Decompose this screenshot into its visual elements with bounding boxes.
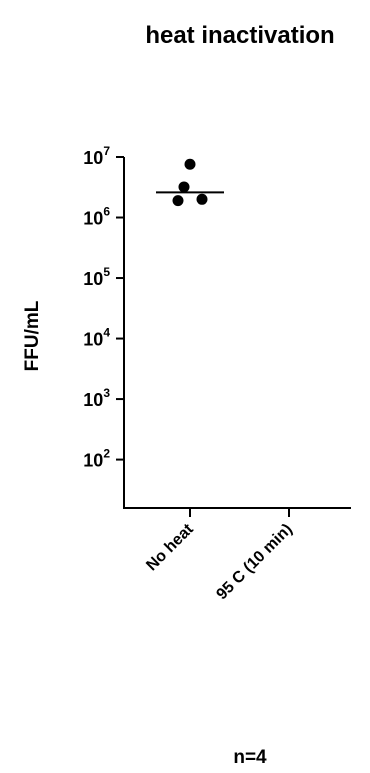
y-tick-label: 103: [83, 386, 110, 410]
y-tick-exponent: 6: [103, 205, 110, 219]
y-tick-exponent: 2: [103, 447, 110, 461]
data-point: [184, 158, 196, 170]
y-axis-label: FFU/mL: [22, 300, 43, 371]
y-tick-exponent: 5: [103, 265, 110, 279]
y-tick-base: 10: [83, 330, 103, 350]
y-tick-label: 104: [83, 326, 110, 350]
y-tick-label: 102: [83, 447, 110, 471]
y-tick-label: 107: [83, 144, 110, 168]
x-tick-label: No heat: [143, 520, 197, 574]
y-tick-exponent: 7: [103, 144, 110, 158]
x-tick-label: 95 C (10 min): [213, 521, 295, 603]
y-tick-exponent: 3: [103, 386, 110, 400]
data-point: [172, 195, 184, 207]
y-tick-exponent: 4: [103, 326, 110, 340]
y-tick-label: 105: [83, 265, 110, 289]
y-tick-base: 10: [83, 148, 103, 168]
chart-title: heat inactivation: [145, 22, 334, 49]
data-point: [178, 181, 190, 193]
y-tick-label: 106: [83, 205, 110, 229]
y-tick-base: 10: [83, 209, 103, 229]
sample-size-note: n=4: [233, 747, 267, 768]
y-tick-base: 10: [83, 390, 103, 410]
y-tick-base: 10: [83, 269, 103, 289]
data-points: [156, 158, 224, 207]
y-tick-base: 10: [83, 451, 103, 471]
x-ticks: No heat 95 C (10 min): [143, 508, 296, 603]
data-point: [196, 193, 208, 205]
